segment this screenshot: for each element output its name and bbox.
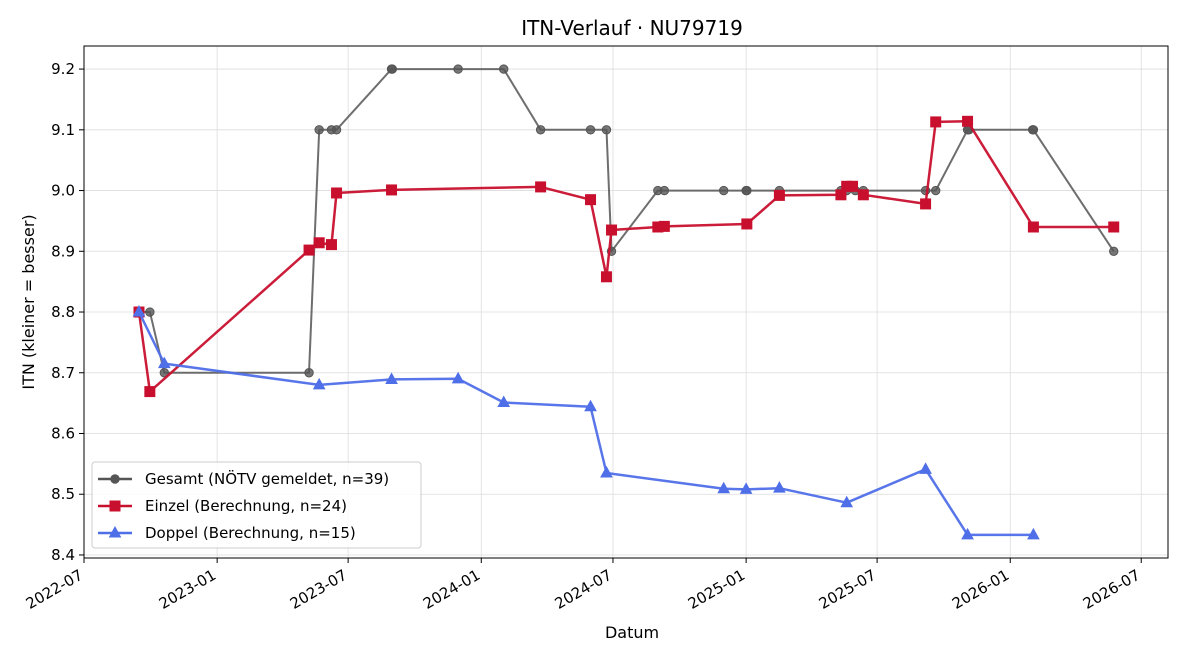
data-point — [606, 224, 618, 236]
data-point — [313, 237, 325, 249]
y-axis-title: ITN (kleiner = besser) — [19, 214, 38, 389]
y-tick-label: 8.6 — [51, 424, 75, 442]
data-point — [451, 371, 465, 384]
data-point — [584, 399, 597, 412]
y-tick-label: 8.9 — [51, 242, 75, 260]
data-point — [303, 244, 315, 256]
data-point — [145, 307, 155, 317]
data-point — [1027, 221, 1039, 233]
data-point — [920, 198, 932, 210]
legend: Gesamt (NÖTV gemeldet, n=39) Einzel (Bere… — [91, 461, 422, 549]
y-tick-label: 9.2 — [51, 60, 75, 78]
data-point — [962, 115, 974, 127]
data-point — [741, 218, 753, 230]
data-point — [1028, 125, 1039, 135]
data-point — [314, 125, 324, 135]
plot-frame — [83, 45, 1169, 559]
data-point — [385, 372, 398, 384]
data-point — [600, 465, 613, 478]
data-point — [159, 368, 170, 378]
data-point — [742, 185, 752, 196]
legend-swatch-marker — [109, 500, 121, 512]
data-point — [659, 185, 670, 196]
data-point — [535, 125, 546, 135]
data-point — [585, 194, 597, 206]
data-point — [600, 271, 612, 283]
data-point — [717, 481, 731, 494]
data-point — [312, 377, 326, 390]
data-point — [773, 481, 786, 493]
legend-label: Gesamt (NÖTV gemeldet, n=39) — [145, 469, 389, 488]
legend-swatch-marker — [108, 525, 122, 538]
data-point — [930, 116, 942, 128]
data-point — [585, 125, 596, 135]
y-tick-label: 8.8 — [51, 303, 75, 321]
data-point — [157, 356, 171, 369]
y-tick-label: 8.7 — [51, 364, 75, 382]
data-point — [535, 181, 547, 193]
series-layer — [132, 64, 1120, 540]
y-tick-label: 8.5 — [51, 485, 75, 503]
data-point — [132, 304, 146, 317]
data-point — [857, 189, 869, 201]
data-point — [386, 184, 398, 196]
data-point — [601, 125, 612, 135]
data-point — [144, 386, 156, 398]
y-tick-label: 9.0 — [51, 182, 75, 200]
y-tick-label: 8.4 — [51, 546, 75, 564]
legend-box — [91, 461, 422, 549]
data-point — [658, 220, 670, 232]
legend-label: Doppel (Berechnung, n=15) — [145, 524, 356, 542]
data-point — [325, 239, 337, 251]
data-point — [1027, 527, 1040, 540]
series-2 — [133, 115, 1120, 398]
data-point — [773, 189, 785, 201]
data-point — [846, 180, 858, 192]
data-point — [1109, 246, 1119, 256]
data-point — [304, 368, 314, 378]
series-3 — [132, 304, 1040, 540]
legend-label: Einzel (Berechnung, n=24) — [145, 497, 347, 515]
data-point — [739, 482, 753, 494]
x-axis-title: Datum — [605, 623, 659, 642]
data-point — [387, 64, 397, 74]
data-point — [835, 189, 847, 201]
data-point — [718, 185, 729, 196]
data-point — [453, 64, 463, 74]
y-tick-label: 9.1 — [51, 121, 75, 139]
data-point — [331, 125, 342, 135]
legend-swatch-marker — [110, 474, 120, 484]
data-point — [499, 64, 509, 74]
data-point — [840, 495, 854, 508]
data-point — [919, 462, 932, 474]
data-point — [961, 527, 974, 540]
data-point — [931, 185, 941, 196]
data-point — [497, 395, 511, 408]
data-point — [1108, 221, 1120, 233]
data-point — [331, 187, 343, 199]
chart-title: ITN-Verlauf · NU79719 — [521, 16, 743, 40]
